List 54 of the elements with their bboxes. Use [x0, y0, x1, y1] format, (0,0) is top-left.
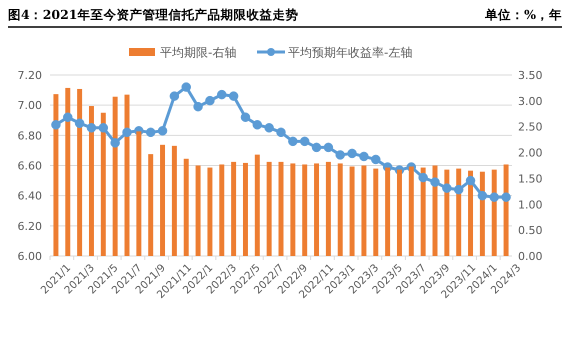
point [146, 128, 156, 138]
point [312, 142, 322, 152]
point [442, 183, 452, 193]
y2tick: 1.50 [518, 172, 542, 186]
y2tick: 1.00 [518, 198, 542, 212]
point [205, 96, 215, 106]
ytick: 6.60 [18, 160, 42, 172]
legend: 平均期限-右轴 [160, 46, 236, 60]
point [252, 120, 262, 130]
point [228, 91, 238, 101]
point [264, 123, 274, 133]
point [478, 190, 488, 200]
y2tick: 3.00 [518, 94, 542, 108]
point [86, 123, 96, 133]
point [63, 112, 73, 122]
point [170, 91, 180, 101]
point [430, 177, 440, 187]
ytick: 6.40 [18, 190, 42, 203]
point [158, 126, 168, 136]
point [335, 150, 345, 160]
ytick: 6.20 [18, 220, 42, 233]
y2tick: 2.00 [518, 146, 542, 160]
y2tick: 0.50 [518, 224, 542, 238]
point [193, 102, 203, 112]
point [122, 128, 132, 138]
point [288, 136, 298, 146]
y2tick: 2.50 [518, 120, 542, 134]
point [74, 118, 84, 128]
title: 图4：2021年至今资产管理信托产品期限收益走势 [8, 7, 298, 22]
y2tick: 3.50 [518, 69, 542, 82]
ytick: 6.80 [18, 129, 42, 142]
ytick: 7.00 [18, 99, 42, 112]
point [371, 154, 381, 164]
point [501, 192, 511, 202]
point [181, 82, 191, 92]
legend: 平均预期年收益率-左轴 [288, 46, 412, 60]
y2tick: 0.00 [518, 250, 542, 263]
point [359, 152, 369, 162]
point [489, 192, 499, 202]
annotation: 单位：%，年 [485, 7, 562, 22]
point [466, 176, 476, 186]
point [98, 123, 108, 133]
point [324, 142, 334, 152]
point [418, 172, 428, 182]
point [110, 138, 120, 148]
point [454, 184, 464, 194]
point [276, 128, 286, 138]
ytick: 7.20 [18, 69, 42, 82]
point [347, 148, 357, 158]
point [51, 120, 61, 130]
point [300, 136, 310, 146]
point [240, 112, 250, 122]
point [217, 90, 227, 100]
ytick: 6.00 [18, 250, 42, 263]
